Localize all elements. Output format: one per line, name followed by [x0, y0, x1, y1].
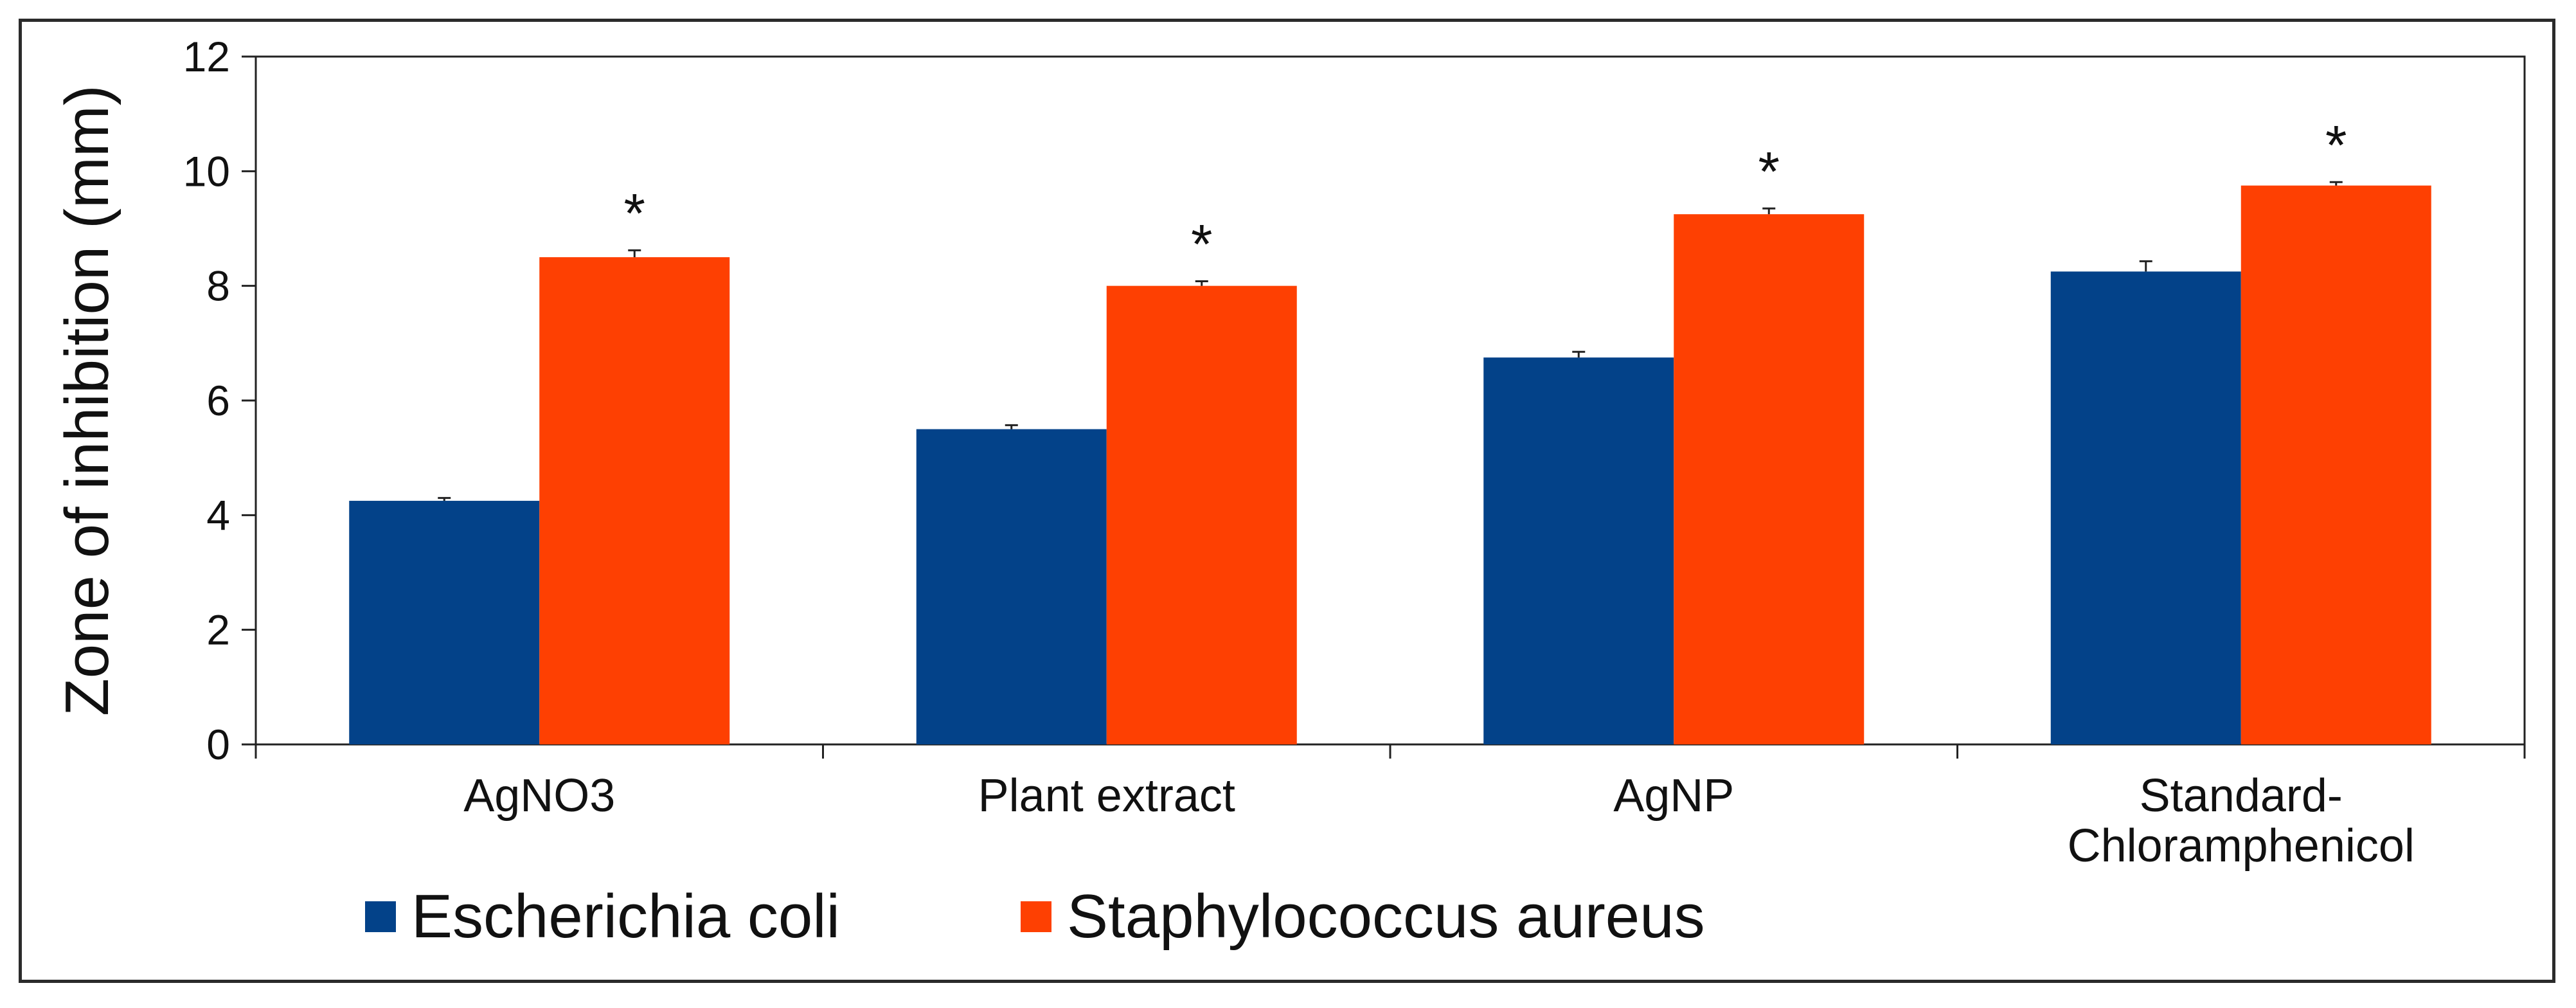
bar-saureus: [2241, 185, 2431, 744]
y-tick-label: 6: [206, 377, 230, 424]
legend-label: Staphylococcus aureus: [1067, 882, 1705, 951]
x-category-label: AgNO3: [463, 770, 615, 822]
y-tick-label: 0: [206, 721, 230, 768]
y-tick-label: 10: [183, 147, 230, 195]
y-axis-title: Zone of inhibition (mm): [53, 85, 121, 716]
bar-saureus: [1674, 214, 1865, 744]
significance-marker: *: [624, 183, 645, 244]
y-tick-label: 8: [206, 262, 230, 310]
significance-marker: *: [1191, 214, 1212, 276]
y-tick-label: 12: [183, 33, 230, 80]
bar-ecoli: [916, 429, 1107, 744]
x-category-label: AgNP: [1613, 770, 1734, 822]
legend-label: Escherichia coli: [411, 882, 840, 951]
bar-ecoli: [1483, 357, 1674, 744]
x-category-label: Standard-: [2140, 770, 2343, 822]
x-category-label: Plant extract: [978, 770, 1235, 822]
bar-saureus: [1106, 285, 1297, 745]
bar-ecoli: [349, 501, 540, 744]
x-category-label: Chloramphenicol: [2068, 820, 2415, 872]
significance-marker: *: [2325, 114, 2347, 176]
bar-ecoli: [2050, 271, 2241, 744]
y-tick-label: 2: [206, 606, 230, 654]
legend-swatch: [365, 901, 396, 932]
legend-swatch: [1021, 901, 1051, 932]
bar-saureus: [539, 257, 730, 744]
y-tick-label: 4: [206, 491, 230, 539]
significance-marker: *: [1758, 141, 1780, 203]
